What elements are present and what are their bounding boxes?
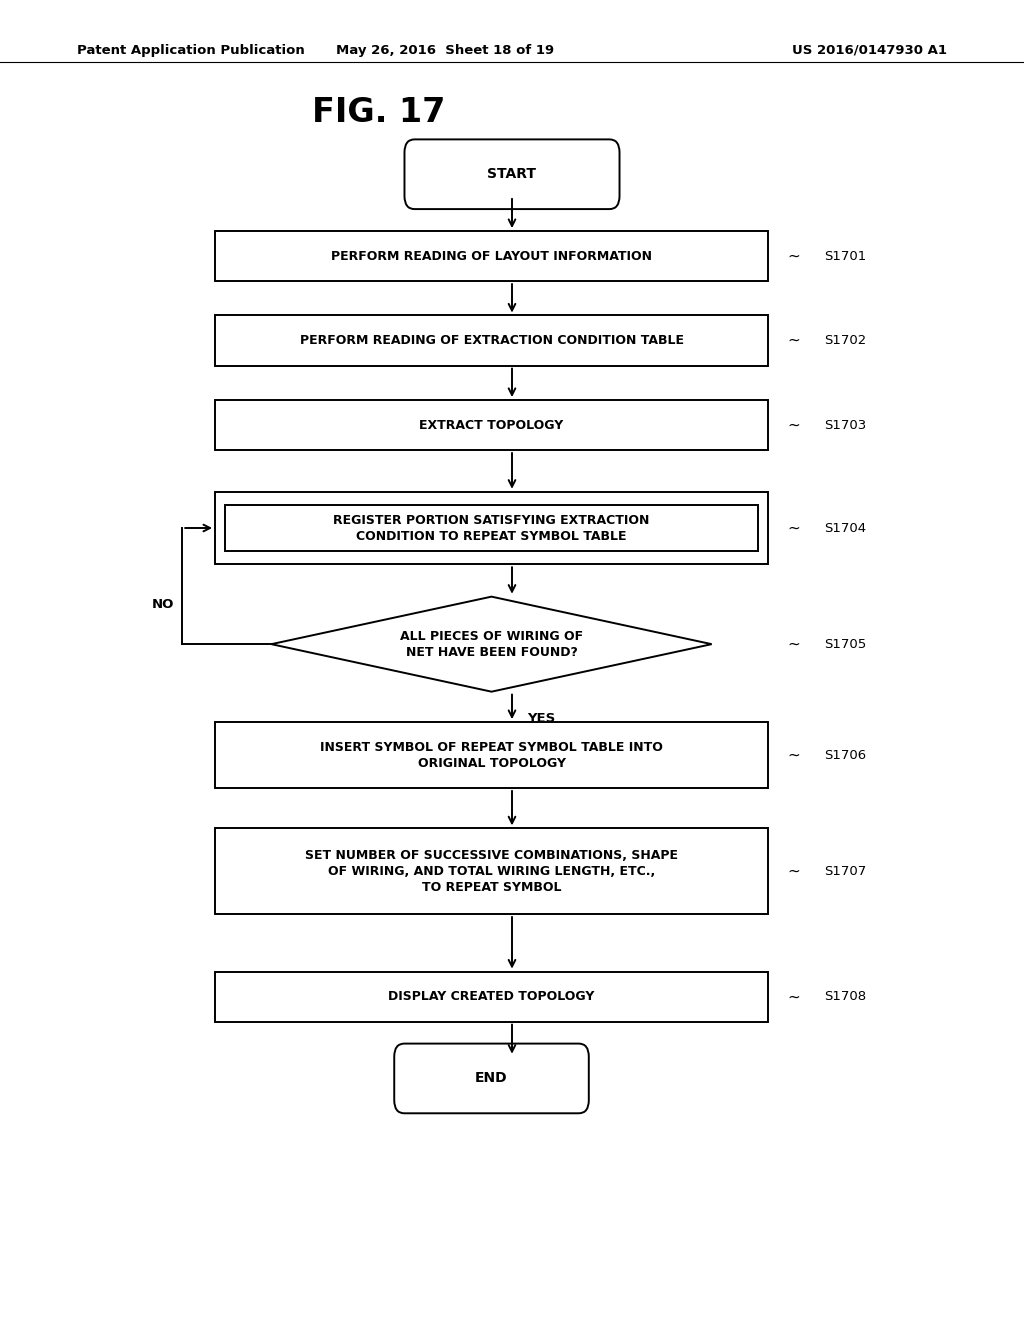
Text: US 2016/0147930 A1: US 2016/0147930 A1 [793,44,947,57]
Bar [225,504,758,552]
Text: ~: ~ [787,417,800,433]
Bar [215,829,768,913]
Text: ~: ~ [787,863,800,879]
Bar [215,315,768,366]
Text: PERFORM READING OF EXTRACTION CONDITION TABLE: PERFORM READING OF EXTRACTION CONDITION … [299,334,684,347]
Text: ~: ~ [787,989,800,1005]
Text: ~: ~ [787,636,800,652]
Text: S1702: S1702 [824,334,866,347]
Text: FIG. 17: FIG. 17 [312,96,445,129]
Bar [215,722,768,788]
Bar [215,972,768,1022]
FancyBboxPatch shape [404,140,620,209]
Text: DISPLAY CREATED TOPOLOGY: DISPLAY CREATED TOPOLOGY [388,990,595,1003]
Text: S1704: S1704 [824,521,866,535]
Text: S1705: S1705 [824,638,866,651]
Text: ~: ~ [787,747,800,763]
Text: Patent Application Publication: Patent Application Publication [77,44,304,57]
Text: NO: NO [152,598,174,611]
Text: ALL PIECES OF WIRING OF
NET HAVE BEEN FOUND?: ALL PIECES OF WIRING OF NET HAVE BEEN FO… [400,630,583,659]
Text: YES: YES [527,711,556,725]
Text: S1706: S1706 [824,748,866,762]
Bar [215,231,768,281]
Text: May 26, 2016  Sheet 18 of 19: May 26, 2016 Sheet 18 of 19 [336,44,555,57]
Text: SET NUMBER OF SUCCESSIVE COMBINATIONS, SHAPE
OF WIRING, AND TOTAL WIRING LENGTH,: SET NUMBER OF SUCCESSIVE COMBINATIONS, S… [305,849,678,894]
FancyBboxPatch shape [394,1044,589,1113]
Text: S1701: S1701 [824,249,866,263]
Text: ~: ~ [787,520,800,536]
Text: INSERT SYMBOL OF REPEAT SYMBOL TABLE INTO
ORIGINAL TOPOLOGY: INSERT SYMBOL OF REPEAT SYMBOL TABLE INT… [321,741,663,770]
Text: ~: ~ [787,248,800,264]
Text: S1708: S1708 [824,990,866,1003]
Text: EXTRACT TOPOLOGY: EXTRACT TOPOLOGY [420,418,563,432]
Text: PERFORM READING OF LAYOUT INFORMATION: PERFORM READING OF LAYOUT INFORMATION [331,249,652,263]
Bar [215,491,768,565]
Text: S1707: S1707 [824,865,866,878]
Bar [215,400,768,450]
Polygon shape [271,597,712,692]
Text: START: START [487,168,537,181]
Text: END: END [475,1072,508,1085]
Text: REGISTER PORTION SATISFYING EXTRACTION
CONDITION TO REPEAT SYMBOL TABLE: REGISTER PORTION SATISFYING EXTRACTION C… [334,513,649,543]
Text: ~: ~ [787,333,800,348]
Text: S1703: S1703 [824,418,866,432]
